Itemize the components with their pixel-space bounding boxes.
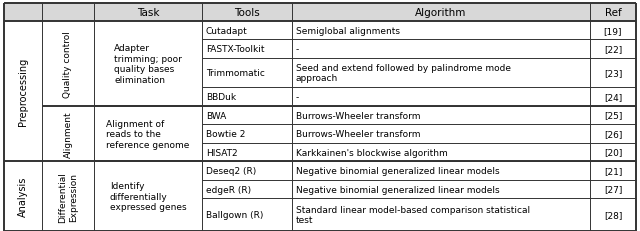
Text: -: - <box>296 93 299 102</box>
Text: [24]: [24] <box>604 93 622 102</box>
Text: BBDuk: BBDuk <box>206 93 236 102</box>
Text: Differential
Expression: Differential Expression <box>58 171 77 222</box>
Text: Analysis: Analysis <box>18 176 28 216</box>
Text: Identify
differentially
expressed genes: Identify differentially expressed genes <box>109 182 186 211</box>
Text: Trimmomatic: Trimmomatic <box>206 69 265 78</box>
Text: Alignment of
reads to the
reference genome: Alignment of reads to the reference geno… <box>106 119 189 149</box>
Text: Preprocessing: Preprocessing <box>18 58 28 126</box>
Text: Bowtie 2: Bowtie 2 <box>206 130 245 139</box>
Text: Burrows-Wheeler transform: Burrows-Wheeler transform <box>296 130 420 139</box>
Bar <box>4 4 636 22</box>
Text: Algorithm: Algorithm <box>415 8 467 18</box>
Text: Seed and extend followed by palindrome mode
approach: Seed and extend followed by palindrome m… <box>296 64 511 83</box>
Text: Adapter
trimming; poor
quality bases
elimination: Adapter trimming; poor quality bases eli… <box>114 44 182 84</box>
Text: Semiglobal alignments: Semiglobal alignments <box>296 27 400 36</box>
Text: Tools: Tools <box>234 8 260 18</box>
Text: Ref: Ref <box>605 8 621 18</box>
Text: FASTX-Toolkit: FASTX-Toolkit <box>206 45 264 54</box>
Text: Alignment: Alignment <box>63 111 72 157</box>
Text: BWA: BWA <box>206 111 226 120</box>
Text: Negative binomial generalized linear models: Negative binomial generalized linear mod… <box>296 166 499 175</box>
Text: [20]: [20] <box>604 148 622 157</box>
Text: [28]: [28] <box>604 210 622 219</box>
Text: HISAT2: HISAT2 <box>206 148 237 157</box>
Text: Standard linear model-based comparison statistical
test: Standard linear model-based comparison s… <box>296 205 530 224</box>
Text: edgeR (R): edgeR (R) <box>206 185 251 194</box>
Text: Quality control: Quality control <box>63 31 72 97</box>
Text: Deseq2 (R): Deseq2 (R) <box>206 166 256 175</box>
Text: Cutadapt: Cutadapt <box>206 27 248 36</box>
Text: [19]: [19] <box>604 27 622 36</box>
Text: Burrows-Wheeler transform: Burrows-Wheeler transform <box>296 111 420 120</box>
Text: [26]: [26] <box>604 130 622 139</box>
Text: Karkkainen's blockwise algorithm: Karkkainen's blockwise algorithm <box>296 148 447 157</box>
Text: [21]: [21] <box>604 166 622 175</box>
Text: Ballgown (R): Ballgown (R) <box>206 210 263 219</box>
Text: [25]: [25] <box>604 111 622 120</box>
Text: -: - <box>296 45 299 54</box>
Text: [27]: [27] <box>604 185 622 194</box>
Text: [22]: [22] <box>604 45 622 54</box>
Text: Task: Task <box>137 8 159 18</box>
Text: Negative binomial generalized linear models: Negative binomial generalized linear mod… <box>296 185 499 194</box>
Text: [23]: [23] <box>604 69 622 78</box>
